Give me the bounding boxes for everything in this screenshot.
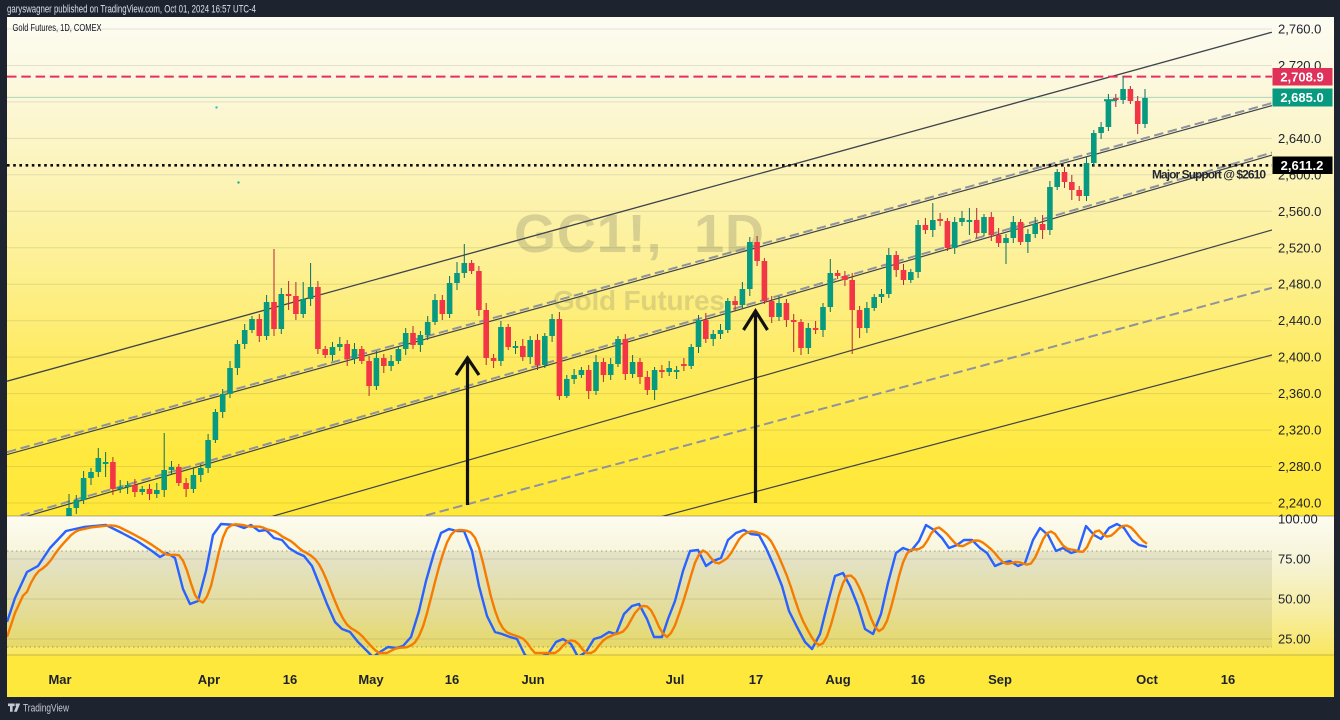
svg-text:Jul: Jul	[666, 672, 685, 687]
svg-text:2,480.0: 2,480.0	[1278, 277, 1321, 292]
svg-text:Gold Futures: Gold Futures	[553, 285, 725, 316]
svg-text:Major Support @ $2610: Major Support @ $2610	[1152, 168, 1266, 182]
svg-text:2,400.0: 2,400.0	[1278, 350, 1321, 365]
svg-text:2,640.0: 2,640.0	[1278, 131, 1321, 146]
svg-text:2,560.0: 2,560.0	[1278, 204, 1321, 219]
svg-text:TradingView: TradingView	[23, 703, 69, 715]
svg-text:2,611.2: 2,611.2	[1281, 158, 1324, 173]
svg-text:2,280.0: 2,280.0	[1278, 459, 1321, 474]
svg-text:Gold Futures, 1D, COMEX: Gold Futures, 1D, COMEX	[13, 23, 102, 34]
svg-text:16: 16	[283, 672, 297, 687]
svg-text:25.00: 25.00	[1278, 632, 1311, 647]
svg-text:2,360.0: 2,360.0	[1278, 386, 1321, 401]
svg-text:2,520.0: 2,520.0	[1278, 240, 1321, 255]
svg-text:Oct: Oct	[1136, 672, 1158, 687]
svg-text:2,760.0: 2,760.0	[1278, 22, 1321, 37]
svg-text:2,685.0: 2,685.0	[1280, 90, 1323, 105]
svg-text:16: 16	[911, 672, 925, 687]
svg-text:75.00: 75.00	[1278, 552, 1311, 567]
svg-text:2,240.0: 2,240.0	[1278, 496, 1321, 511]
svg-text:Aug: Aug	[825, 672, 850, 687]
svg-text:50.00: 50.00	[1278, 592, 1311, 607]
svg-text:2,708.9: 2,708.9	[1280, 70, 1323, 85]
svg-text:Jun: Jun	[521, 672, 544, 687]
svg-text:17: 17	[749, 672, 763, 687]
svg-text:2,440.0: 2,440.0	[1278, 313, 1321, 328]
svg-text:May: May	[358, 672, 384, 687]
svg-text:Sep: Sep	[988, 672, 1012, 687]
svg-text:16: 16	[445, 672, 459, 687]
svg-text:2,320.0: 2,320.0	[1278, 423, 1321, 438]
svg-text:Mar: Mar	[48, 672, 71, 687]
svg-text:16: 16	[1221, 672, 1235, 687]
svg-text:Apr: Apr	[198, 672, 220, 687]
svg-text:100.00: 100.00	[1278, 512, 1318, 527]
svg-text:garyswagner published on Tradi: garyswagner published on TradingView.com…	[7, 4, 256, 16]
svg-text:GC1!, 1D: GC1!, 1D	[514, 204, 764, 264]
